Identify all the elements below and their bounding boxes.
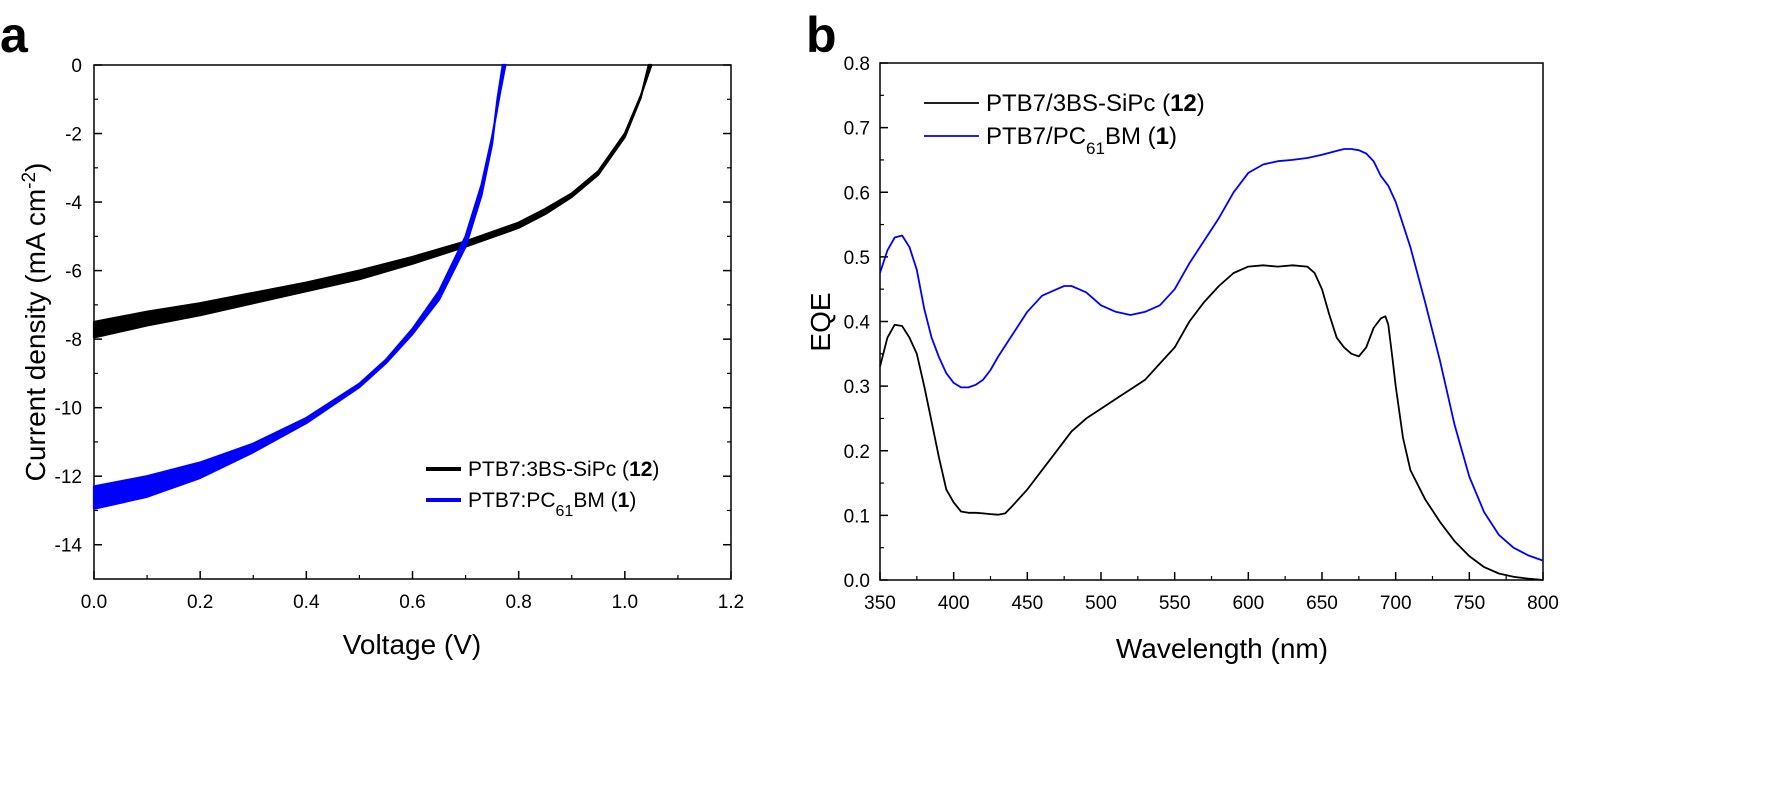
legend-a-label-2: PTB7:PC61BM (1) [468, 489, 636, 520]
y-axis-title-b: EQE [805, 292, 836, 351]
x-tick-label-a: 0.4 [293, 592, 320, 613]
axis-ticks-a: 0.0 0.2 0.4 0.6 0.8 1.0 1.2 0 -2 -4 -6 -8 -10 -12 -14 [55, 56, 745, 613]
panel-b-eqe-chart: b 350 400 450 500 550 600 650 700 750 800 0.0 0.1 0.… [805, 7, 1559, 664]
x-tick-label-a: 0.2 [187, 592, 213, 613]
x-tick-label-b: 500 [1085, 593, 1117, 614]
y-tick-label-b: 0.8 [844, 54, 870, 75]
y-tick-label-a: -6 [65, 262, 82, 283]
x-axis-title-b: Wavelength (nm) [1116, 633, 1328, 664]
series-band-a-1 [92, 63, 653, 339]
x-axis-title-a: Voltage (V) [343, 629, 482, 660]
x-tick-label-a: 0.0 [81, 592, 107, 613]
y-axis-title-a-sup: -2 [19, 172, 40, 189]
y-tick-label-a: -12 [55, 467, 82, 488]
x-tick-label-a: 1.2 [718, 592, 744, 613]
axis-ticks-b: 350 400 450 500 550 600 650 700 750 800 0.0 0.1 0.2 0… [844, 54, 1559, 614]
y-tick-label-b: 0.1 [844, 506, 870, 527]
x-tick-label-b: 400 [938, 593, 970, 614]
y-tick-label-b: 0.3 [844, 377, 870, 398]
y-tick-label-b: 0.0 [844, 571, 870, 592]
y-axis-title-a-main: Current density (mA cm [20, 189, 51, 482]
series-group-b [879, 148, 1544, 581]
legend-b-label-1: PTB7/3BS-SiPc (12) [986, 90, 1205, 117]
panel-a-jv-chart: a 0.0 0.2 0.4 0.6 0.8 1.0 1.2 0 -2 -4 -6 -8 -10 -12 -1… [0, 7, 744, 660]
legend-b: PTB7/3BS-SiPc (12) PTB7/PC61BM (1) [924, 90, 1205, 158]
x-tick-label-a: 0.8 [505, 592, 531, 613]
y-tick-label-b: 0.7 [844, 119, 870, 140]
y-tick-label-a: -8 [65, 330, 82, 351]
y-tick-label-b: 0.2 [844, 442, 870, 463]
y-tick-label-a: 0 [71, 56, 82, 77]
x-tick-label-b: 750 [1453, 593, 1485, 614]
y-tick-label-a: -4 [65, 193, 82, 214]
x-tick-label-b: 650 [1306, 593, 1338, 614]
series-group-a [92, 63, 653, 510]
x-tick-label-b: 800 [1527, 593, 1559, 614]
legend-b-label-2: PTB7/PC61BM (1) [986, 123, 1177, 158]
plot-frame-b [879, 62, 1544, 581]
series-line-b-1 [879, 264, 1544, 581]
x-tick-label-b: 550 [1159, 593, 1191, 614]
x-tick-label-b: 450 [1011, 593, 1043, 614]
x-tick-label-a: 1.0 [612, 592, 638, 613]
y-tick-label-b: 0.4 [844, 313, 871, 334]
x-tick-label-b: 700 [1380, 593, 1412, 614]
y-axis-title-a-close: ) [20, 163, 51, 172]
legend-a-label-1: PTB7:3BS-SiPc (12) [468, 458, 659, 481]
x-tick-label-b: 350 [864, 593, 896, 614]
y-tick-label-a: -10 [55, 399, 82, 420]
y-tick-label-a: -2 [65, 125, 82, 146]
x-tick-label-a: 0.6 [399, 592, 425, 613]
legend-a: PTB7:3BS-SiPc (12) PTB7:PC61BM (1) [426, 458, 659, 520]
series-line-b-2 [879, 148, 1544, 562]
y-tick-label-b: 0.5 [844, 248, 870, 269]
y-axis-title-a: Current density (mA cm-2) [19, 163, 52, 482]
x-tick-label-b: 600 [1232, 593, 1264, 614]
panel-label-b: b [806, 7, 837, 63]
y-tick-label-b: 0.6 [844, 183, 870, 204]
panel-label-a: a [0, 7, 29, 63]
series-band-a-2 [92, 63, 507, 510]
y-tick-label-a: -14 [55, 536, 83, 557]
